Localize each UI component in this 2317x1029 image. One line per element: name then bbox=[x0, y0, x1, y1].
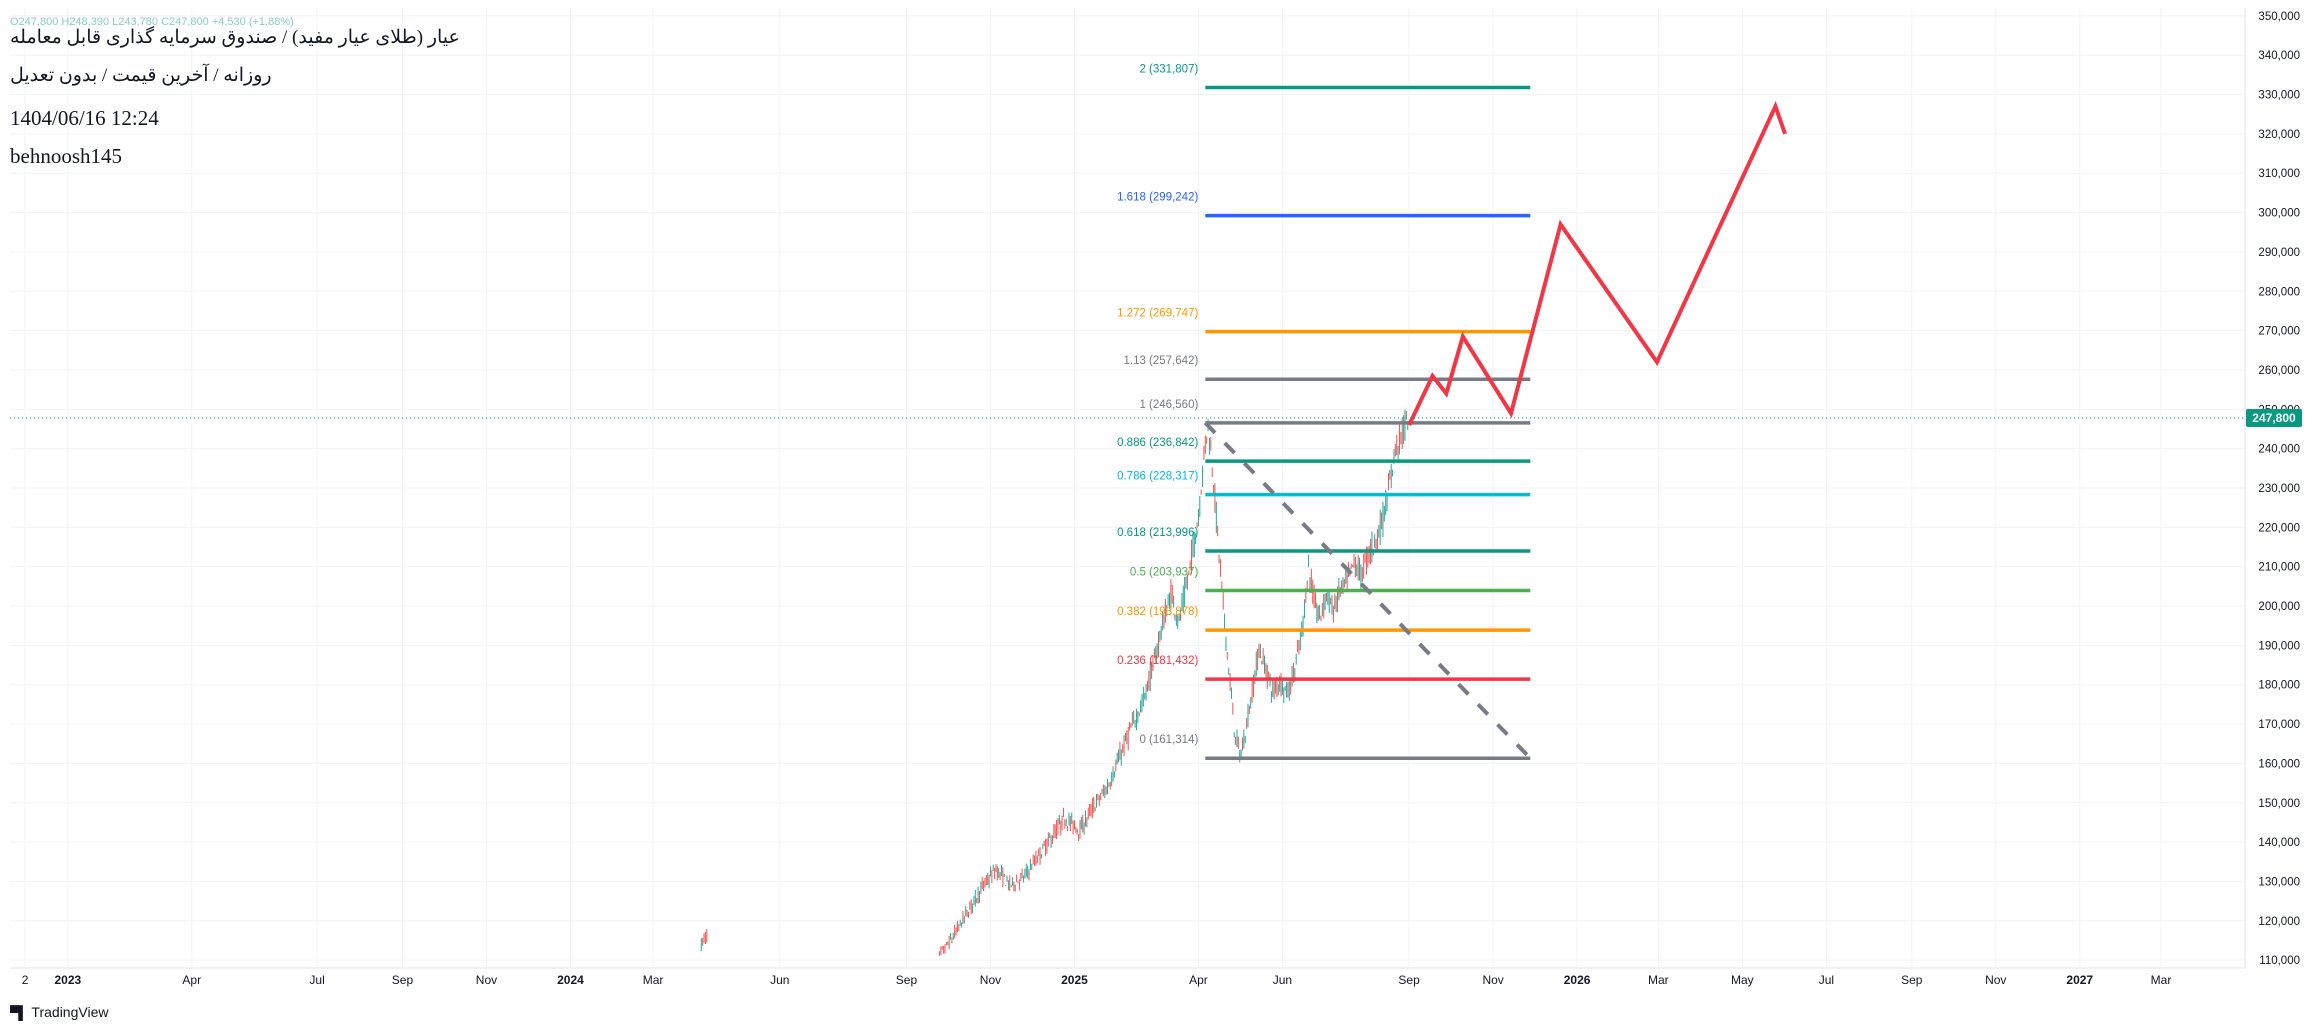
last-price-label: 247,800 bbox=[2252, 411, 2296, 425]
last-price-badge bbox=[2246, 408, 2302, 427]
price-candles bbox=[700, 409, 1409, 956]
price-tick-label: 300,000 bbox=[2258, 208, 2300, 220]
fib-level-label: 0.5 (203,937) bbox=[1130, 567, 1199, 579]
ohlc-readout: O247,800 H248,390 L243,780 C247,800 +4,5… bbox=[10, 16, 294, 28]
fib-level-label: 0.886 (236,842) bbox=[1117, 437, 1198, 449]
price-tick-label: 180,000 bbox=[2258, 680, 2300, 692]
time-tick-label: Sep bbox=[896, 973, 918, 987]
chart-axes[interactable]: 110,000 120,000 130,000 140,000 150,000 160,0… bbox=[10, 8, 2302, 987]
price-tick-label: 280,000 bbox=[2258, 286, 2300, 298]
time-tick-label: Mar bbox=[2151, 973, 2172, 987]
time-tick-label: Mar bbox=[1648, 973, 1669, 987]
chart-author: behnoosh145 bbox=[10, 144, 122, 168]
time-tick-label: Nov bbox=[476, 973, 497, 987]
time-tick-label: Jun bbox=[1273, 973, 1292, 987]
fib-level-label: 1.272 (269,747) bbox=[1117, 308, 1198, 320]
price-tick-label: 130,000 bbox=[2258, 876, 2300, 888]
fib-level-label: 1.618 (299,242) bbox=[1117, 192, 1198, 204]
price-tick-label: 170,000 bbox=[2258, 719, 2300, 731]
fib-trend-line bbox=[1203, 421, 1532, 760]
price-tick-label: 110,000 bbox=[2259, 955, 2300, 967]
chart-grid bbox=[10, 8, 2245, 968]
fib-level-label: 1.13 (257,642) bbox=[1123, 355, 1198, 367]
fib-level-label: 0 (161,314) bbox=[1139, 734, 1198, 746]
price-tick-label: 330,000 bbox=[2258, 90, 2300, 102]
time-tick-label: Jul bbox=[309, 973, 324, 987]
time-tick-label: Nov bbox=[980, 973, 1001, 987]
price-tick-label: 320,000 bbox=[2258, 129, 2300, 141]
chart-timestamp: 1404/06/16 12:24 bbox=[10, 106, 159, 130]
fib-level-label: 0.786 (228,317) bbox=[1117, 471, 1198, 483]
time-tick-label: 2023 bbox=[54, 973, 81, 987]
price-tick-label: 230,000 bbox=[2258, 483, 2300, 495]
price-tick-label: 200,000 bbox=[2258, 601, 2300, 613]
fib-level-label: 0.382 (193,878) bbox=[1117, 606, 1198, 618]
tradingview-branding[interactable]: ▀▌ TradingView bbox=[10, 1004, 108, 1020]
price-tick-label: 310,000 bbox=[2258, 168, 2300, 180]
time-tick-label: Jun bbox=[770, 973, 789, 987]
time-tick-label: 2 bbox=[22, 973, 29, 987]
price-tick-label: 350,000 bbox=[2258, 11, 2300, 23]
time-tick-label: Nov bbox=[1985, 973, 2006, 987]
price-tick-label: 190,000 bbox=[2258, 640, 2300, 652]
time-tick-label: Sep bbox=[392, 973, 414, 987]
price-tick-label: 120,000 bbox=[2258, 916, 2300, 928]
projection-path[interactable] bbox=[1407, 101, 1787, 426]
fib-level-label: 0.236 (181,432) bbox=[1117, 655, 1198, 667]
price-tick-label: 160,000 bbox=[2258, 758, 2300, 770]
time-tick-label: Mar bbox=[643, 973, 664, 987]
projection-polyline bbox=[1407, 101, 1787, 426]
price-tick-label: 240,000 bbox=[2258, 444, 2300, 456]
price-tick-label: 340,000 bbox=[2258, 50, 2300, 62]
price-tick-label: 140,000 bbox=[2258, 837, 2300, 849]
price-tick-label: 290,000 bbox=[2258, 247, 2300, 259]
price-tick-label: 150,000 bbox=[2258, 798, 2300, 810]
chart-subtitle: روزانه / آخرین قیمت / بدون تعدیل bbox=[10, 65, 272, 86]
chart-title: عیار (طلای عیار مفید) / صندوق سرمایه گذا… bbox=[10, 27, 460, 48]
time-tick-label: Jul bbox=[1819, 973, 1834, 987]
price-tick-label: 220,000 bbox=[2258, 522, 2300, 534]
time-tick-label: May bbox=[1731, 973, 1754, 987]
price-tick-label: 210,000 bbox=[2258, 562, 2300, 574]
time-tick-label: Apr bbox=[182, 973, 201, 987]
time-tick-label: Nov bbox=[1482, 973, 1503, 987]
fib-level-label: 1 (246,560) bbox=[1139, 399, 1198, 411]
time-tick-label: 2027 bbox=[2066, 973, 2093, 987]
time-tick-label: Sep bbox=[1398, 973, 1420, 987]
fib-level-label: 2 (331,807) bbox=[1139, 63, 1198, 75]
time-tick-label: 2026 bbox=[1564, 973, 1591, 987]
fib-level-label: 0.618 (213,996) bbox=[1117, 527, 1198, 539]
fibonacci-extension-tool[interactable]: 2 (331,807) 1.618 (299,242) 1.272 (269,747… bbox=[1117, 63, 1532, 760]
time-tick-label: Sep bbox=[1901, 973, 1923, 987]
price-tick-label: 270,000 bbox=[2258, 326, 2300, 338]
price-tick-label: 260,000 bbox=[2258, 365, 2300, 377]
time-tick-label: 2025 bbox=[1061, 973, 1088, 987]
tradingview-logo-icon: ▀▌ bbox=[10, 1004, 27, 1020]
brand-name: TradingView bbox=[31, 1004, 109, 1020]
time-tick-label: Apr bbox=[1189, 973, 1208, 987]
time-tick-label: 2024 bbox=[557, 973, 584, 987]
